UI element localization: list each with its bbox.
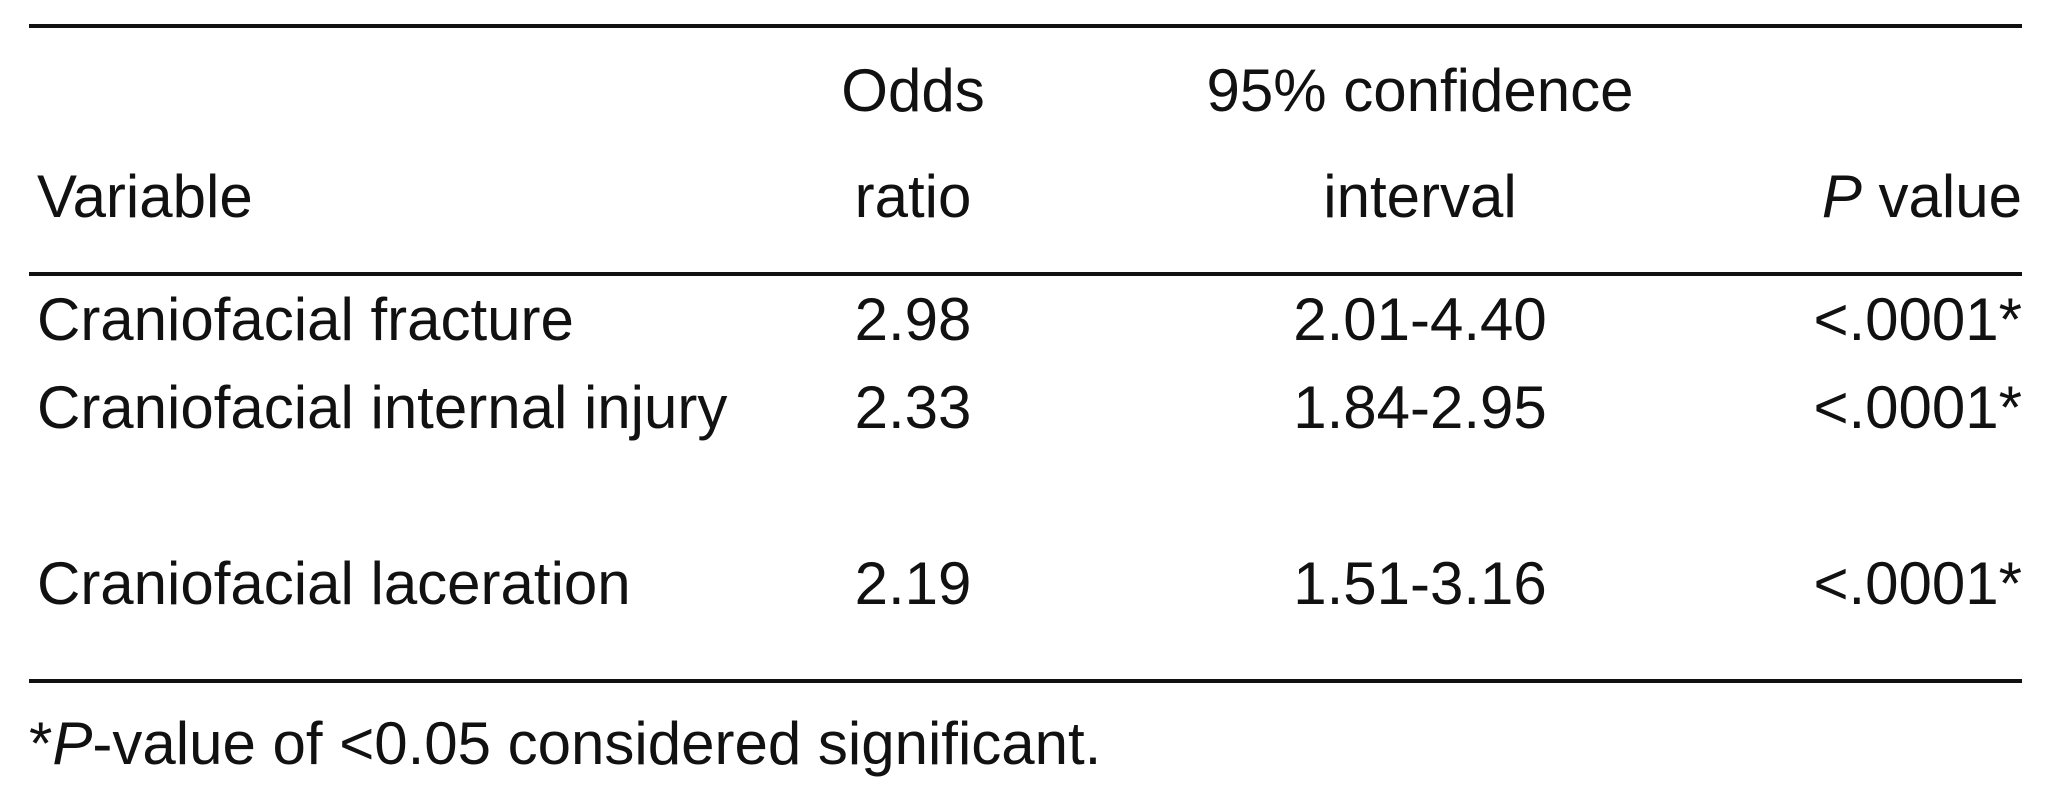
top-rule — [29, 24, 2022, 28]
header-cell: P value — [1700, 144, 2022, 250]
footnote-text: -value of <0.05 considered significant. — [92, 710, 1102, 777]
cell-value: 2.33 — [854, 374, 972, 441]
header-text: value — [1861, 163, 2022, 230]
cell-value: <.0001* — [1813, 286, 2022, 353]
cell-value: 1.51-3.16 — [1293, 550, 1547, 617]
row-label: Craniofacial laceration — [37, 550, 631, 617]
header-line: 95% confidence — [1206, 57, 1634, 124]
footnote-italic: P — [52, 710, 93, 777]
footnote: *P-value of <0.05 considered significant… — [29, 700, 1101, 788]
cell-value: <.0001* — [1813, 550, 2022, 617]
cell-value: <.0001* — [1813, 374, 2022, 441]
header-line: ratio — [854, 163, 972, 230]
bottom-rule — [29, 679, 2022, 683]
header-cell: Odds ratio — [760, 38, 1066, 250]
header-cell: Variable — [37, 144, 797, 250]
header-cell: 95% confidence interval — [1066, 38, 1774, 250]
row-label: Craniofacial internal injury — [37, 374, 728, 441]
header-line: Variable — [37, 163, 253, 230]
cell-value: 1.84-2.95 — [1293, 374, 1547, 441]
row-label: Craniofacial fracture — [37, 286, 574, 353]
cell-value: 2.01-4.40 — [1293, 286, 1547, 353]
header-line: interval — [1323, 163, 1517, 230]
footnote-mark: * — [29, 710, 53, 777]
cell-value: 2.98 — [854, 286, 972, 353]
header-italic: P — [1821, 163, 1862, 230]
header-rule — [29, 272, 2022, 276]
header-line: Odds — [841, 57, 985, 124]
cell-value: 2.19 — [854, 550, 972, 617]
